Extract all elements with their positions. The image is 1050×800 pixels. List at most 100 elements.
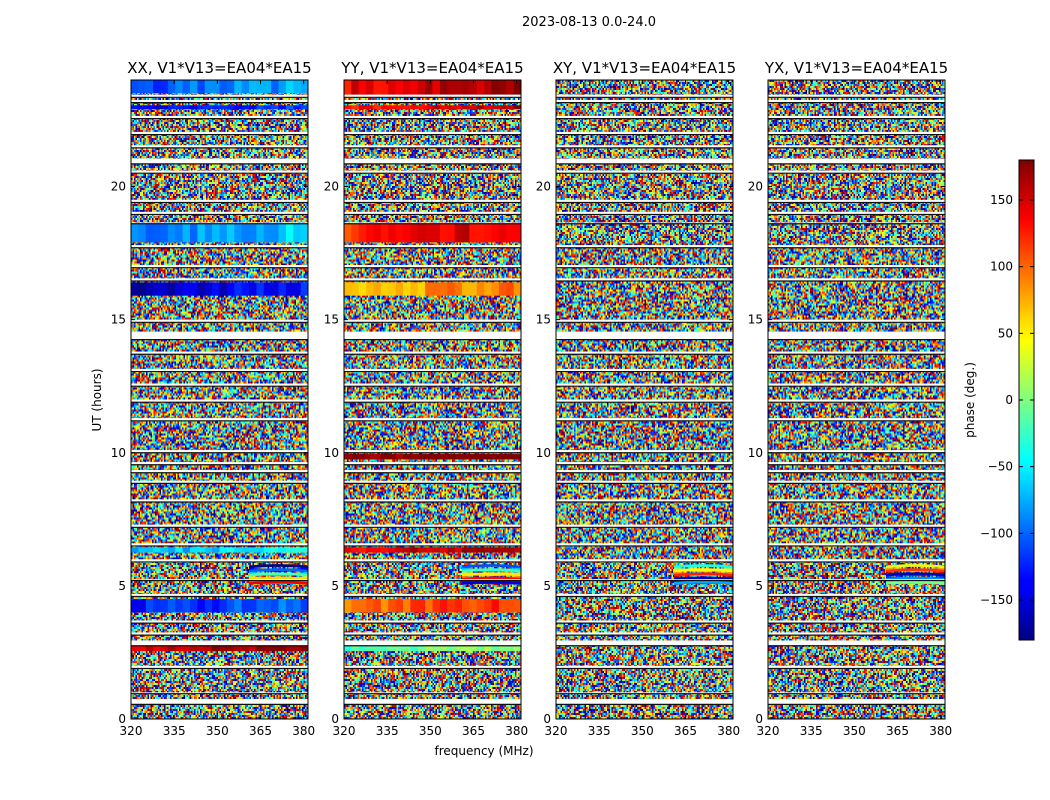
band-cell	[138, 105, 147, 110]
band-cell	[454, 282, 463, 296]
flagged-gap	[344, 158, 521, 164]
band-cell	[498, 645, 507, 652]
flagged-gap	[131, 665, 308, 669]
band-cell	[138, 80, 147, 94]
band-cell	[506, 547, 515, 553]
band-cell	[190, 282, 198, 296]
band-cell	[131, 105, 139, 110]
band-cell	[131, 599, 139, 613]
band-cell	[278, 105, 287, 110]
band-cell	[167, 105, 176, 110]
flagged-gap	[344, 559, 521, 562]
flagged-gap	[344, 245, 521, 248]
panel-2: XY, V1*V13=EA04*EA15 320 335 350 365 380 0 5 10 1…	[536, 59, 740, 738]
flagged-gap	[131, 199, 308, 203]
band-cell	[395, 80, 404, 95]
flagged-gap	[344, 145, 521, 148]
y-tick-label: 5	[755, 579, 763, 593]
panel-1-frame	[343, 79, 522, 720]
y-tick-label: 10	[324, 446, 339, 460]
band-cell	[204, 223, 213, 243]
band-cell	[469, 223, 478, 243]
band-cell	[388, 80, 397, 95]
band-cell	[425, 454, 433, 460]
band-cell	[160, 80, 169, 94]
band-cell	[241, 105, 250, 110]
band-cell	[373, 454, 382, 460]
band-cell	[491, 454, 500, 460]
flagged-gap	[556, 524, 733, 528]
flagged-gap	[768, 211, 945, 215]
band-cell	[175, 599, 184, 613]
band-cell	[417, 547, 426, 553]
band-cell	[454, 454, 463, 460]
band-cell	[145, 105, 154, 110]
band-cell	[484, 547, 492, 553]
flagged-gap	[768, 450, 945, 453]
band-cell	[351, 645, 360, 652]
band-cell	[285, 599, 294, 613]
band-cell	[366, 645, 374, 652]
flagged-gap	[131, 462, 308, 465]
band-cell	[271, 105, 279, 110]
band-cell	[212, 547, 220, 553]
band-cell	[395, 547, 404, 553]
flagged-gap	[344, 211, 521, 215]
flagged-gap	[344, 470, 521, 473]
flagged-gap	[556, 632, 733, 636]
band-cell	[285, 282, 294, 296]
band-cell	[131, 223, 139, 243]
flagged-gap	[556, 383, 733, 387]
coherent-band	[344, 599, 521, 613]
flagged-gap	[768, 559, 945, 562]
band-cell	[153, 645, 161, 652]
flagged-gap	[556, 543, 733, 546]
band-cell	[454, 105, 463, 110]
band-cell	[204, 80, 213, 94]
y-tick-label: 5	[543, 579, 551, 593]
flagged-gap	[131, 480, 308, 484]
band-cell	[131, 80, 139, 94]
band-cell	[447, 599, 456, 613]
band-cell	[498, 599, 507, 613]
band-cell	[366, 547, 374, 553]
band-cell	[380, 645, 389, 652]
band-cell	[469, 599, 478, 613]
band-cell	[425, 80, 433, 95]
band-cell	[513, 282, 521, 296]
colorbar: 150 100 50 0 −50 −100 −150 phase (deg.)	[963, 159, 1035, 641]
fringe-stripe	[673, 568, 733, 573]
flagged-gap	[344, 99, 521, 103]
flagged-gap	[768, 131, 945, 135]
band-cell	[373, 223, 382, 243]
y-tick-label: 20	[111, 180, 126, 194]
band-cell	[366, 599, 374, 613]
band-cell	[167, 599, 176, 613]
flagged-gap	[768, 632, 945, 636]
band-cell	[167, 80, 176, 94]
band-cell	[425, 599, 433, 613]
fringe-stripe	[673, 580, 733, 585]
band-cell	[271, 547, 279, 553]
flagged-gap	[556, 462, 733, 465]
y-tick-label: 10	[748, 446, 763, 460]
band-cell	[285, 547, 294, 553]
fringe-stripe	[885, 576, 945, 581]
band-cell	[344, 80, 352, 95]
flagged-gap	[344, 620, 521, 624]
band-cell	[469, 282, 478, 296]
coherent-band	[344, 282, 521, 296]
band-cell	[182, 80, 191, 94]
band-cell	[153, 599, 161, 613]
band-cell	[226, 223, 235, 243]
band-cell	[491, 645, 500, 652]
band-cell	[160, 645, 169, 652]
band-cell	[366, 223, 374, 243]
band-cell	[226, 105, 235, 110]
band-cell	[190, 223, 198, 243]
band-cell	[182, 223, 191, 243]
band-cell	[498, 80, 507, 95]
x-tick-label: 380	[505, 724, 528, 738]
band-cell	[182, 547, 191, 553]
band-cell	[484, 80, 492, 95]
